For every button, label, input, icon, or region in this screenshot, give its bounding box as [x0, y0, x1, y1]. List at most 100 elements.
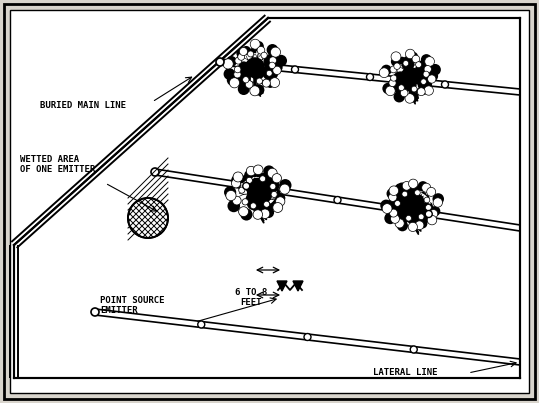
Circle shape: [272, 174, 281, 183]
Circle shape: [246, 166, 256, 176]
Circle shape: [253, 210, 262, 219]
Circle shape: [238, 83, 250, 95]
Circle shape: [334, 197, 341, 204]
Circle shape: [420, 192, 426, 199]
Circle shape: [412, 216, 419, 223]
Circle shape: [410, 194, 424, 208]
Circle shape: [406, 215, 411, 221]
Circle shape: [247, 179, 266, 197]
Circle shape: [391, 214, 399, 223]
Circle shape: [427, 187, 436, 196]
Circle shape: [253, 198, 270, 214]
Circle shape: [379, 68, 389, 78]
Circle shape: [423, 77, 431, 85]
Circle shape: [227, 74, 238, 86]
Circle shape: [230, 78, 239, 88]
Circle shape: [231, 179, 240, 188]
Circle shape: [271, 47, 280, 57]
Circle shape: [409, 69, 419, 79]
Circle shape: [265, 179, 272, 185]
Circle shape: [405, 79, 416, 90]
Polygon shape: [14, 18, 520, 378]
Circle shape: [399, 183, 409, 193]
Circle shape: [242, 199, 248, 205]
Circle shape: [417, 88, 425, 96]
Circle shape: [236, 55, 244, 63]
Circle shape: [414, 190, 420, 195]
Circle shape: [236, 49, 246, 58]
Circle shape: [253, 84, 264, 96]
Circle shape: [247, 61, 258, 71]
Circle shape: [421, 79, 426, 85]
Circle shape: [275, 197, 285, 206]
Circle shape: [398, 82, 404, 88]
Circle shape: [412, 185, 420, 193]
Circle shape: [279, 179, 292, 191]
Circle shape: [413, 86, 420, 93]
Circle shape: [398, 57, 406, 65]
Circle shape: [405, 49, 415, 59]
Circle shape: [425, 210, 433, 219]
Circle shape: [398, 190, 405, 198]
Circle shape: [433, 198, 443, 207]
Circle shape: [397, 195, 412, 210]
Circle shape: [397, 206, 403, 212]
Circle shape: [243, 73, 249, 79]
Circle shape: [419, 85, 429, 95]
Circle shape: [417, 204, 435, 221]
Circle shape: [405, 85, 411, 91]
Circle shape: [392, 206, 410, 224]
Circle shape: [405, 93, 414, 103]
Circle shape: [258, 172, 278, 192]
Circle shape: [391, 202, 406, 218]
Circle shape: [418, 60, 431, 73]
Circle shape: [255, 185, 272, 202]
Circle shape: [252, 203, 259, 210]
Circle shape: [252, 65, 265, 77]
Circle shape: [304, 334, 311, 341]
Circle shape: [384, 212, 396, 224]
Circle shape: [413, 60, 420, 67]
Circle shape: [424, 66, 431, 73]
Circle shape: [257, 203, 264, 210]
Circle shape: [241, 46, 251, 55]
Circle shape: [260, 209, 270, 218]
Circle shape: [240, 208, 253, 220]
Circle shape: [425, 205, 431, 210]
Circle shape: [247, 197, 260, 210]
Circle shape: [257, 188, 267, 197]
Circle shape: [239, 48, 247, 56]
Text: POINT SOURCE
EMITTER: POINT SOURCE EMITTER: [100, 295, 164, 315]
Circle shape: [252, 179, 265, 192]
Circle shape: [402, 181, 411, 190]
Circle shape: [393, 72, 409, 88]
Circle shape: [397, 208, 405, 216]
Circle shape: [409, 205, 424, 220]
Circle shape: [91, 308, 99, 316]
Circle shape: [418, 218, 427, 229]
Circle shape: [257, 172, 265, 181]
Circle shape: [275, 55, 287, 66]
Circle shape: [389, 79, 396, 87]
Circle shape: [267, 168, 277, 178]
Circle shape: [272, 198, 281, 208]
Circle shape: [246, 61, 260, 75]
Circle shape: [268, 181, 274, 188]
Circle shape: [418, 67, 424, 73]
Circle shape: [411, 201, 424, 214]
Circle shape: [246, 58, 264, 76]
Circle shape: [402, 68, 418, 84]
Circle shape: [270, 183, 276, 189]
Circle shape: [428, 71, 438, 81]
Circle shape: [250, 86, 260, 96]
Circle shape: [382, 204, 392, 214]
Circle shape: [421, 183, 431, 192]
Circle shape: [432, 193, 444, 205]
Circle shape: [227, 199, 240, 212]
Circle shape: [390, 200, 404, 214]
Circle shape: [234, 71, 241, 78]
Circle shape: [408, 222, 417, 231]
Circle shape: [404, 197, 416, 209]
Text: WETTED AREA
OF ONE EMITTER: WETTED AREA OF ONE EMITTER: [20, 155, 95, 174]
Circle shape: [253, 41, 264, 52]
